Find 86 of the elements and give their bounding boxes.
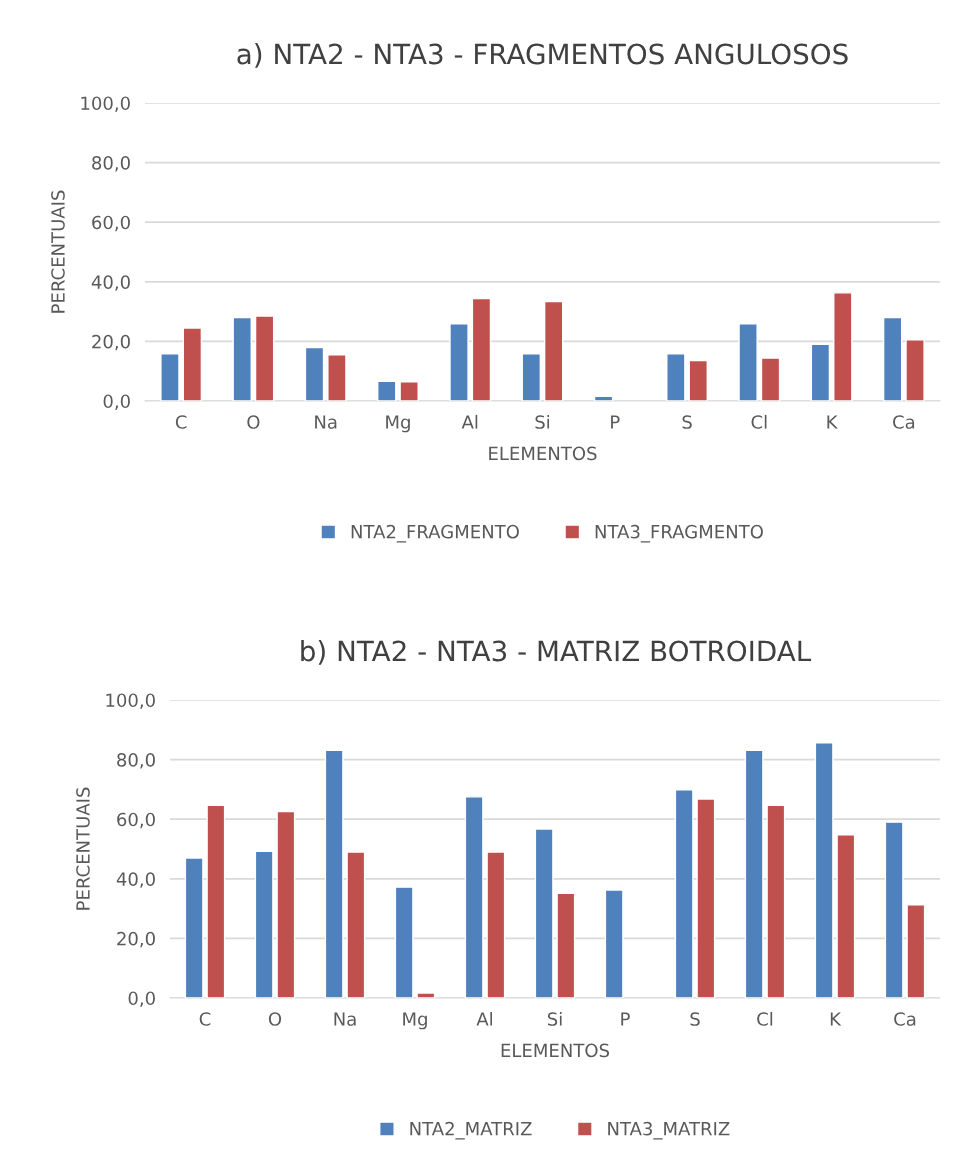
x-tick-label: P [611, 415, 620, 429]
y-axis-title: PERCENTUAIS [76, 787, 90, 910]
y-tick-label: 0,0 [103, 394, 130, 410]
y-tick-label: 40,0 [91, 275, 130, 291]
x-axis-title: ELEMENTOS [501, 1043, 610, 1058]
bar [744, 749, 764, 998]
y-tick-label: 40,0 [116, 872, 155, 888]
bar [449, 323, 469, 401]
bar [833, 292, 853, 401]
bar [688, 359, 708, 401]
x-tick-label: Ca [894, 1012, 916, 1026]
bar [276, 810, 296, 998]
x-tick-label: K [827, 415, 838, 429]
legend-label: NTA2_FRAGMENTO [351, 524, 519, 543]
bar [464, 796, 484, 998]
bar [394, 886, 414, 998]
y-tick-label: 20,0 [92, 334, 130, 351]
bar [160, 353, 180, 401]
bar [604, 889, 624, 998]
x-tick-label: S [690, 1012, 700, 1026]
bar [182, 327, 203, 401]
bar [760, 357, 781, 401]
y-tick-label: 100,0 [81, 96, 130, 112]
x-tick-label: O [247, 415, 260, 429]
x-tick-label: Mg [403, 1012, 427, 1030]
bar [521, 353, 542, 401]
x-tick-label: K [830, 1012, 842, 1026]
bar [905, 339, 925, 401]
bar [593, 395, 614, 401]
bar [232, 316, 252, 401]
x-tick-label: Mg [386, 415, 410, 433]
y-tick-label: 60,0 [92, 215, 130, 232]
legend-label: NTA2_MATRIZ [410, 1121, 532, 1140]
y-tick-label: 60,0 [117, 812, 155, 829]
bar [556, 892, 576, 998]
y-tick-label: 20,0 [117, 931, 155, 948]
bar [377, 380, 397, 401]
bar [346, 851, 366, 998]
bar [327, 354, 347, 401]
x-tick-label: S [682, 415, 692, 429]
bar [882, 316, 903, 401]
x-tick-label: O [268, 1012, 282, 1026]
chart-title: a) NTA2 - NTA3 - FRAGMENTOS ANGULOSOS [237, 43, 848, 68]
x-tick-label: Cl [751, 414, 767, 429]
bar [906, 904, 926, 998]
x-tick-label: Si [547, 1011, 562, 1026]
x-tick-label: P [621, 1012, 630, 1026]
x-tick-label: Na [334, 1012, 356, 1026]
bar [884, 821, 904, 998]
bar [543, 300, 564, 401]
bar [766, 804, 786, 998]
x-tick-label: Si [535, 414, 550, 429]
bar [534, 828, 554, 998]
y-axis-title: PERCENTUAIS [51, 190, 65, 313]
bar [471, 297, 492, 401]
bar [416, 992, 436, 998]
bar [810, 343, 831, 401]
x-tick-label: Na [315, 415, 337, 429]
bar [814, 742, 834, 998]
y-tick-label: 80,0 [92, 156, 130, 172]
y-tick-label: 0,0 [128, 991, 155, 1007]
chart-title: b) NTA2 - NTA3 - MATRIZ BOTROIDAL [301, 640, 812, 665]
x-tick-label: Al [461, 414, 478, 429]
x-tick-label: C [199, 1012, 211, 1026]
bar [254, 850, 274, 998]
bar [206, 804, 226, 998]
bar [304, 346, 325, 401]
bar [738, 323, 758, 401]
legend-label: NTA3_MATRIZ [608, 1121, 730, 1140]
x-tick-label: C [175, 415, 187, 429]
bar [836, 834, 856, 998]
x-tick-label: Ca [893, 415, 915, 429]
y-tick-label: 100,0 [106, 693, 155, 709]
bar [696, 798, 716, 998]
y-tick-label: 80,0 [117, 753, 155, 769]
bar [184, 857, 204, 998]
bar [666, 353, 686, 401]
x-tick-label: Cl [757, 1011, 773, 1026]
bar [674, 789, 694, 998]
x-axis-title: ELEMENTOS [489, 446, 597, 461]
bar [399, 381, 419, 401]
bar [254, 315, 275, 401]
x-tick-label: Al [476, 1011, 492, 1026]
bar [324, 749, 344, 998]
legend-label: NTA3_FRAGMENTO [595, 524, 763, 543]
bar [486, 851, 506, 998]
